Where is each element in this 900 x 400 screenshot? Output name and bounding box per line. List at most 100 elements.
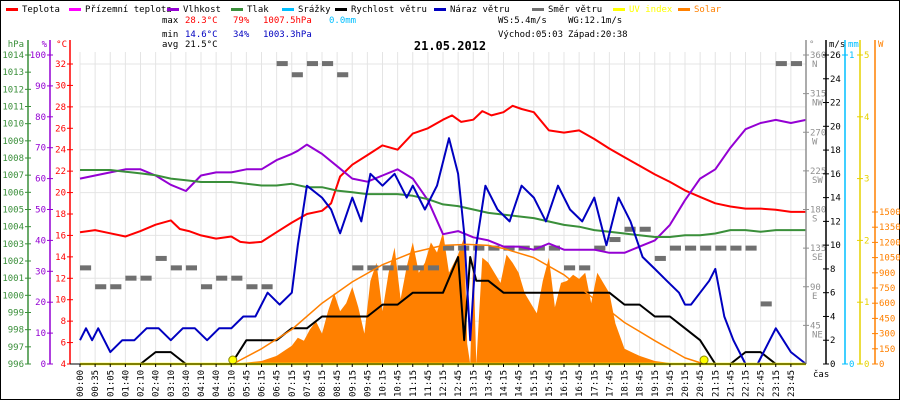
wind-direction-mark <box>110 284 122 290</box>
humidity-axis-unit: % <box>42 40 48 50</box>
solar-tick-label: 450 <box>879 314 895 324</box>
pressure-tick-label: 999 <box>8 309 24 319</box>
sunset-marker <box>699 355 709 365</box>
humidity-tick-label: 90 <box>35 82 46 92</box>
temperature-axis-unit: °C <box>56 40 67 50</box>
x-axis-ticks: 00:00 00:35 01:05 01:40 02:10 02:40 03:10 03:40… <box>76 364 797 397</box>
x-tick-label: 04:40 <box>212 370 222 397</box>
wind-tick-label: 22 <box>830 99 841 109</box>
pressure-tick-label: 1013 <box>2 68 24 78</box>
direction-direction-label: SE <box>812 253 823 263</box>
uv-tick-label: 5 <box>864 51 869 61</box>
wind-direction-mark <box>639 226 651 232</box>
solar-tick-label: 150 <box>879 345 895 355</box>
direction-direction-label: N <box>812 60 817 70</box>
legend-label: Náraz větru <box>450 5 510 15</box>
temperature-tick-label: 28 <box>55 103 66 113</box>
x-tick-label: 10:45 <box>394 370 404 397</box>
legend-label: Přízemní teplota <box>85 5 172 15</box>
series-line <box>79 104 806 244</box>
wind-direction-mark <box>216 275 228 281</box>
x-tick-label: 18:15 <box>621 370 631 397</box>
solar-area <box>232 232 705 364</box>
x-tick-label: 06:15 <box>258 370 268 397</box>
stat-avg-temp: 21.5°C <box>185 40 218 50</box>
wind-direction-mark <box>261 284 273 290</box>
wind-direction-mark <box>579 265 591 271</box>
x-tick-label: 17:45 <box>605 370 615 397</box>
stats-block: max 28.3°C 79% 1007.5hPa 0.0mm min 14.6°… <box>162 16 628 50</box>
x-tick-label: 21:45 <box>726 370 736 397</box>
wind-axis-unit: m/s <box>829 40 845 50</box>
pressure-tick-label: 1002 <box>2 257 24 267</box>
wind-direction-mark <box>654 255 666 261</box>
solar-tick-label: 1350 <box>879 223 900 233</box>
temperature-tick-label: 12 <box>55 274 66 284</box>
legend-swatch <box>69 8 81 11</box>
stat-max-temp: 28.3°C <box>185 16 218 26</box>
pressure-tick-label: 1012 <box>2 85 24 95</box>
wind-direction-mark <box>715 245 727 251</box>
stat-min-label: min <box>162 30 178 40</box>
direction-tick-label: 270 <box>810 128 826 138</box>
x-tick-label: 05:10 <box>227 370 237 397</box>
wind-direction-mark <box>246 284 258 290</box>
wind-direction-mark <box>291 72 303 78</box>
wind-tick-label: 8 <box>830 265 835 275</box>
direction-tick-label: 135 <box>810 244 826 254</box>
x-tick-label: 03:40 <box>182 370 192 397</box>
x-tick-label: 00:35 <box>91 370 101 397</box>
wind-tick-label: 4 <box>830 312 835 322</box>
x-tick-label: 23:15 <box>772 370 782 397</box>
x-tick-label: 00:00 <box>76 370 86 397</box>
x-tick-label: 01:40 <box>121 370 131 397</box>
sunrise-marker <box>228 355 238 365</box>
temperature-tick-label: 16 <box>55 231 66 241</box>
pressure-tick-label: 1009 <box>2 137 24 147</box>
temperature-tick-label: 20 <box>55 189 66 199</box>
x-tick-label: 02:10 <box>137 370 147 397</box>
x-tick-label: 09:45 <box>363 370 373 397</box>
wind-direction-mark <box>669 245 681 251</box>
humidity-tick-label: 30 <box>35 267 46 277</box>
rain-axis-unit: mm <box>848 40 859 50</box>
wind-direction-mark <box>624 226 636 232</box>
temperature-tick-label: 30 <box>55 81 66 91</box>
wind-direction-mark <box>125 275 137 281</box>
pressure-tick-label: 1001 <box>2 274 24 284</box>
wind-direction-mark <box>231 275 243 281</box>
wind-direction-mark <box>609 237 621 243</box>
wind-direction-mark <box>458 245 470 251</box>
temperature-tick-label: 26 <box>55 124 66 134</box>
uv-tick-label: 4 <box>864 113 869 123</box>
wind-direction-mark <box>337 72 349 78</box>
x-tick-label: 12:15 <box>439 370 449 397</box>
x-tick-label: 03:10 <box>167 370 177 397</box>
temperature-tick-label: 8 <box>61 317 66 327</box>
x-tick-label: 12:45 <box>454 370 464 397</box>
wind-direction-mark <box>367 265 379 271</box>
wind-direction-mark <box>276 61 288 67</box>
solar-tick-label: 1500 <box>879 208 900 218</box>
wind-direction-mark <box>548 245 560 251</box>
direction-tick-label: 90 <box>810 283 821 293</box>
direction-tick-label: 315 <box>810 90 826 100</box>
legend-label: Vlhkost <box>183 5 221 15</box>
humidity-tick-label: 50 <box>35 206 46 216</box>
stat-sunrise: Východ:05:03 <box>498 30 563 40</box>
wind-direction-mark <box>201 284 213 290</box>
humidity-tick-label: 80 <box>35 113 46 123</box>
wind-direction-mark <box>185 265 197 271</box>
x-tick-label: 23:45 <box>787 370 797 397</box>
wind-direction-mark <box>412 265 424 271</box>
x-tick-label: 02:40 <box>152 370 162 397</box>
legend-swatch <box>335 8 347 11</box>
stat-max-press: 1007.5hPa <box>263 16 312 26</box>
wind-direction-mark <box>594 245 606 251</box>
uv-tick-label: 0 <box>864 360 869 370</box>
grid <box>79 52 806 365</box>
wind-direction-mark <box>473 245 485 251</box>
wind-direction-mark <box>306 61 318 67</box>
legend-label: Tlak <box>247 5 269 15</box>
